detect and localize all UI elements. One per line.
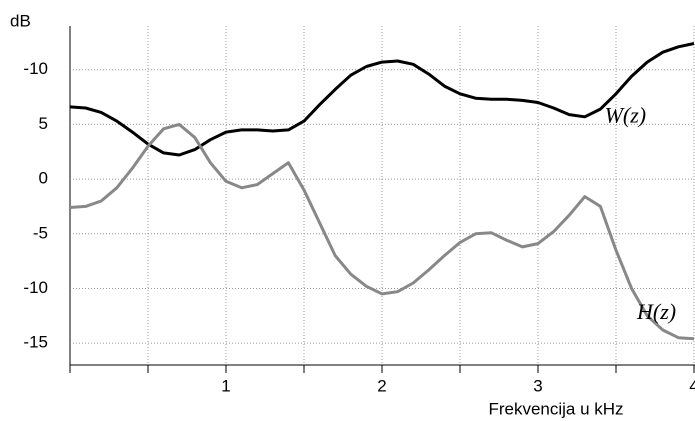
line-series: [69, 42, 695, 157]
x-axis-label: Frekvencija u kHz: [488, 399, 623, 418]
x-tick-label: 2: [377, 376, 386, 395]
y-axis-label: dB: [10, 11, 31, 30]
y-tick-label: 0: [39, 169, 48, 188]
x-tick-label: 4: [689, 376, 695, 395]
x-tick-label: 3: [533, 376, 542, 395]
series-label: W(z): [605, 103, 647, 128]
y-tick-label: -10: [23, 278, 48, 297]
series-label: H(z): [636, 299, 676, 324]
line-series: [69, 122, 695, 341]
y-tick-label: 5: [39, 114, 48, 133]
y-tick-label: -15: [23, 333, 48, 352]
y-tick-label: -10: [23, 59, 48, 78]
y-tick-label: -5: [33, 223, 48, 242]
x-tick-label: 1: [221, 376, 230, 395]
